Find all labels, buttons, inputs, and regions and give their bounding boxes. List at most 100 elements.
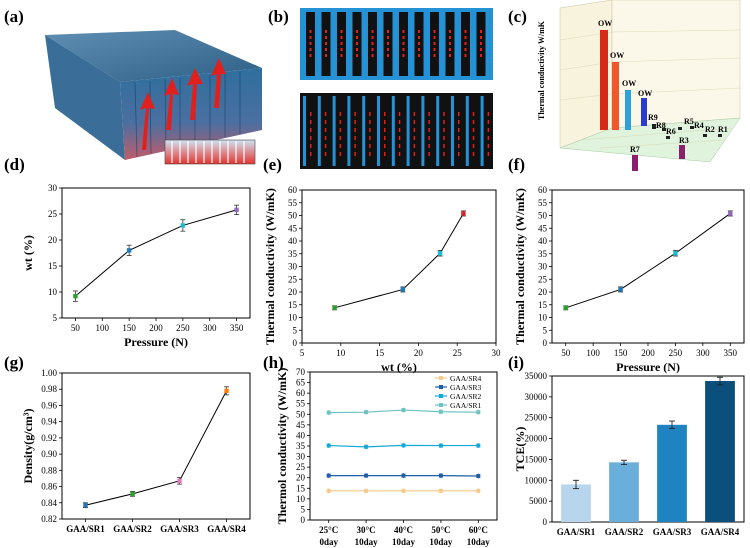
data-point bbox=[224, 388, 229, 394]
y-tick-label: 55 bbox=[288, 198, 298, 208]
panel-c-label: (c) bbox=[508, 7, 527, 26]
y-tick-label: 30 bbox=[288, 262, 298, 272]
data-point bbox=[461, 211, 466, 216]
data-point bbox=[728, 211, 733, 216]
flow-marker bbox=[369, 128, 371, 132]
flow-marker bbox=[356, 36, 358, 39]
flow-marker bbox=[487, 120, 490, 124]
bar bbox=[705, 381, 735, 522]
flow-marker bbox=[340, 42, 343, 45]
channel-network-top bbox=[300, 8, 493, 80]
y-axis-label: Thermol conductivity (W/mK) bbox=[275, 368, 289, 525]
channel-wall bbox=[377, 96, 380, 166]
y-tick-label: 55 bbox=[538, 198, 548, 208]
data-point bbox=[438, 473, 443, 478]
flow-marker bbox=[310, 152, 312, 156]
flow-marker bbox=[340, 54, 343, 57]
flow-marker bbox=[480, 36, 482, 39]
data-point bbox=[177, 478, 182, 484]
data-point bbox=[332, 305, 337, 311]
flow-marker bbox=[402, 42, 405, 45]
y-tick-label: 20 bbox=[538, 287, 548, 297]
flow-marker bbox=[428, 144, 430, 148]
x-tick-label: 60°C bbox=[469, 525, 488, 535]
flow-marker bbox=[464, 54, 467, 57]
flow-marker bbox=[443, 112, 445, 116]
panel-b-label: (b) bbox=[268, 7, 289, 26]
y-tick-label: 0 bbox=[543, 338, 548, 348]
data-point bbox=[476, 474, 481, 479]
x-tick-label: GAA/SR4 bbox=[207, 524, 246, 534]
x-tick-label: 350 bbox=[724, 348, 738, 358]
data-point bbox=[618, 287, 623, 292]
flow-marker bbox=[464, 48, 467, 51]
x-tick-label: 30°C bbox=[357, 525, 376, 535]
flow-marker bbox=[387, 48, 389, 51]
y-tick-label: 25000 bbox=[525, 413, 548, 423]
x-axis-label: Pressure (N) bbox=[124, 335, 188, 349]
flow-marker bbox=[324, 144, 327, 148]
x-tick-label: 250 bbox=[176, 323, 190, 333]
y-tick-label: 10 bbox=[538, 313, 548, 323]
flow-marker bbox=[309, 36, 312, 39]
data-point bbox=[401, 488, 406, 493]
inset-cross-section bbox=[164, 139, 256, 165]
data-point bbox=[364, 473, 369, 478]
panel-g-label: (g) bbox=[4, 353, 24, 372]
y-tick-label: 10 bbox=[296, 494, 306, 504]
flow-marker bbox=[339, 144, 342, 148]
flow-marker bbox=[354, 152, 356, 156]
flow-marker bbox=[428, 152, 430, 156]
x-tick-label: 150 bbox=[122, 323, 136, 333]
data-point bbox=[476, 410, 481, 415]
c-bar-r4 bbox=[690, 126, 694, 129]
y-axis-label: TCE(%) bbox=[513, 427, 527, 472]
y-tick-label: 30000 bbox=[525, 392, 548, 402]
flow-marker bbox=[310, 136, 312, 140]
y-tick-label: 40 bbox=[288, 236, 298, 246]
flow-marker bbox=[339, 136, 342, 140]
y-tick-label: 60 bbox=[288, 185, 298, 195]
y-tick-label: 55 bbox=[296, 399, 306, 409]
y-tick-label: 35000 bbox=[525, 371, 548, 381]
c-bar-r7 bbox=[632, 155, 638, 171]
flow-marker bbox=[428, 120, 430, 124]
flow-marker bbox=[458, 144, 460, 148]
y-tick-label: 35 bbox=[296, 441, 306, 451]
x-tick-label: 100 bbox=[96, 323, 110, 333]
data-point bbox=[364, 444, 369, 449]
y-tick-label: 5 bbox=[53, 313, 58, 323]
flow-marker bbox=[369, 152, 371, 156]
legend-marker bbox=[439, 403, 443, 407]
flow-marker bbox=[384, 136, 386, 140]
data-point bbox=[438, 443, 443, 448]
x-tick-label: 15 bbox=[375, 348, 385, 358]
legend-label: GAA/SR1 bbox=[450, 401, 482, 410]
flow-marker bbox=[433, 54, 436, 57]
flow-marker bbox=[487, 112, 490, 116]
data-point bbox=[326, 443, 331, 448]
c-bar-r6 bbox=[666, 136, 670, 139]
x-tick-label: GAA/SR1 bbox=[66, 524, 105, 534]
channel-wall bbox=[347, 96, 351, 166]
flow-marker bbox=[458, 136, 460, 140]
flow-marker bbox=[384, 112, 386, 116]
flow-marker bbox=[339, 112, 342, 116]
block-channels bbox=[134, 71, 241, 158]
y-tick-label: 10000 bbox=[525, 475, 548, 485]
x-tick-label: 200 bbox=[149, 323, 163, 333]
flow-marker bbox=[418, 54, 420, 57]
y-tick-label: 35 bbox=[538, 249, 548, 259]
c-label-r8: R8 bbox=[656, 121, 666, 130]
flow-marker bbox=[340, 36, 343, 39]
y-tick-label: 20 bbox=[288, 287, 298, 297]
flow-marker bbox=[480, 54, 482, 57]
flow-marker bbox=[487, 144, 490, 148]
flow-marker bbox=[369, 144, 371, 148]
flow-marker bbox=[464, 36, 467, 39]
flow-marker bbox=[413, 112, 416, 116]
flow-marker bbox=[309, 42, 312, 45]
x-tick-label: 30 bbox=[492, 348, 502, 358]
